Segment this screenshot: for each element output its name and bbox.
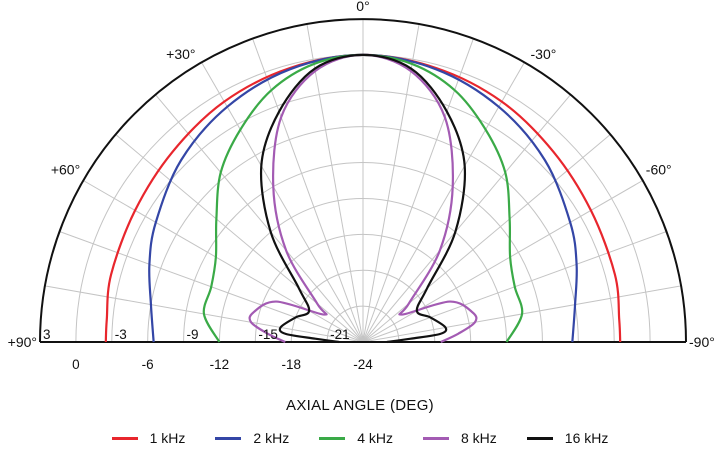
grid-spoke (115, 133, 364, 343)
grid-spoke (362, 62, 525, 343)
outer-boundary (39, 18, 687, 343)
series-layer (104, 53, 622, 344)
legend-swatch (111, 436, 138, 440)
grid-spoke (362, 38, 474, 343)
legend-swatch (423, 436, 449, 440)
legend-label: 2 kHz (253, 430, 290, 446)
polar-grid (39, 18, 687, 343)
radial-tick-label: -15 (258, 327, 278, 342)
angle-label: +60° (51, 162, 80, 178)
radial-tick-label: -12 (210, 357, 230, 372)
grid-spoke (252, 38, 364, 343)
angle-label: +30° (166, 46, 195, 62)
legend-item: 4 kHz (319, 428, 393, 448)
radial-tick-label: -9 (187, 327, 199, 342)
angle-label: -60° (646, 162, 672, 178)
legend-item: 1 kHz (111, 428, 186, 448)
angle-label: -90° (689, 334, 715, 350)
grid-spoke (154, 94, 364, 343)
legend: 1 kHz 2 kHz 4 kHz 8 kHz 16 kHz (0, 428, 720, 448)
radial-tick-label: -3 (115, 327, 127, 342)
legend-label: 16 kHz (564, 430, 609, 446)
x-axis-label: AXIAL ANGLE (DEG) (286, 397, 434, 414)
radial-tick-label: -21 (330, 327, 350, 342)
radial-tick-label: 0 (72, 357, 80, 372)
angle-label: 0° (356, 0, 369, 14)
legend-item: 2 kHz (215, 428, 289, 448)
radial-tick-label: -18 (281, 357, 301, 372)
grid-spoke (306, 23, 364, 343)
legend-label: 1 kHz (149, 430, 186, 446)
angle-label: +90° (8, 334, 37, 350)
radial-tick-label: 3 (43, 327, 51, 342)
legend-swatch (526, 436, 553, 440)
grid-spoke (362, 94, 572, 343)
grid-spoke (83, 180, 364, 343)
legend-label: 8 kHz (461, 430, 497, 446)
label-layer: 0° -30° -60° -90° +30° +60° +90° 3 0 -3 -6 -9 -12 -15… (8, 0, 715, 372)
legend-item: 16 kHz (526, 428, 609, 448)
legend-item: 8 kHz (423, 428, 497, 448)
legend-swatch (319, 436, 346, 440)
grid-spoke (362, 23, 420, 343)
radial-tick-label: -24 (353, 357, 373, 372)
legend-label: 4 kHz (357, 430, 393, 446)
grid-spoke (362, 180, 643, 343)
legend-swatch (215, 436, 242, 440)
series-line-16-khz (259, 53, 467, 344)
radial-tick-label: -6 (142, 357, 154, 372)
grid-spoke (362, 133, 611, 343)
grid-spoke (201, 62, 364, 343)
angle-label: -30° (531, 46, 557, 62)
